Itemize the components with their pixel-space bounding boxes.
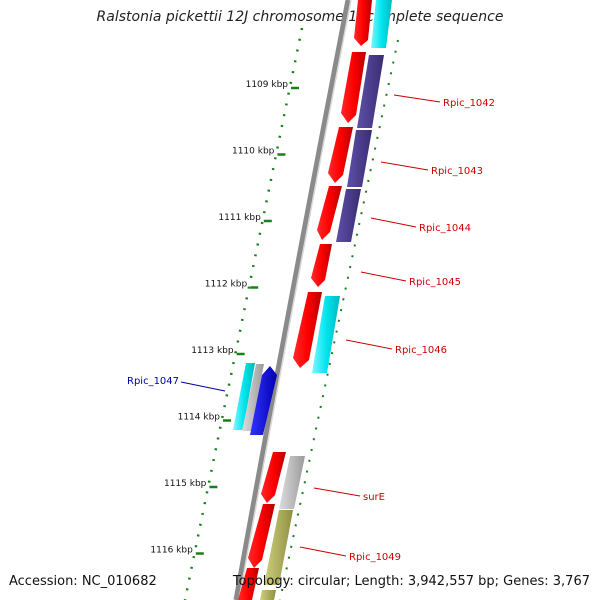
map-title: Ralstonia pickettii 12J chromosome 1, co… bbox=[96, 9, 504, 25]
gene-label[interactable]: surE bbox=[363, 492, 385, 503]
gene-labels: Rpic_1042 Rpic_1043 Rpic_1044 Rpic_1045 … bbox=[127, 98, 495, 563]
gene-label[interactable]: Rpic_1042 bbox=[443, 98, 495, 109]
gene-arrow-grey bbox=[242, 364, 264, 431]
kbp-ruler: 1109 kbp 1110 kbp 1111 kbp 1112 kbp 1113 kbp… bbox=[150, 80, 299, 556]
kbp-tick-label: 1115 kbp bbox=[164, 479, 207, 489]
gene-arrow-olive bbox=[264, 510, 293, 585]
gene-arrow-purple bbox=[336, 189, 361, 242]
gene-features bbox=[233, 0, 392, 600]
gene-label[interactable]: Rpic_1045 bbox=[409, 277, 461, 288]
cds-arrow bbox=[248, 504, 275, 568]
gene-arrow-cyan bbox=[233, 363, 255, 430]
gene-label[interactable]: Rpic_1043 bbox=[431, 166, 483, 177]
cds-arrow bbox=[311, 244, 332, 287]
gene-label[interactable]: Rpic_1049 bbox=[349, 552, 401, 563]
topology-text: Topology: circular; Length: 3,942,557 bp… bbox=[232, 574, 590, 589]
gene-label-leaders bbox=[180, 94, 441, 557]
kbp-tick-label: 1113 kbp bbox=[191, 346, 234, 356]
gene-arrow-purple bbox=[357, 55, 384, 128]
cds-arrow bbox=[354, 0, 372, 46]
gene-arrow-grey bbox=[279, 456, 305, 509]
gene-label[interactable]: Rpic_1047 bbox=[127, 376, 179, 387]
kbp-tick-label: 1112 kbp bbox=[205, 280, 248, 290]
backbone-line bbox=[233, 0, 351, 600]
kbp-tick-label: 1116 kbp bbox=[150, 546, 193, 556]
gene-arrow-olive bbox=[260, 590, 276, 600]
gene-label[interactable]: Rpic_1046 bbox=[395, 345, 447, 356]
cds-arrow bbox=[341, 52, 366, 123]
track-dotted-line bbox=[279, 39, 399, 600]
kbp-tick-label: 1111 kbp bbox=[218, 213, 261, 223]
cds-arrow bbox=[238, 568, 259, 600]
cds-arrow bbox=[261, 452, 286, 503]
gene-arrow-blue bbox=[250, 366, 277, 435]
cds-arrow bbox=[328, 127, 353, 183]
backbone-highlight bbox=[238, 0, 352, 600]
gene-label[interactable]: Rpic_1044 bbox=[419, 223, 471, 234]
kbp-tick-label: 1109 kbp bbox=[246, 80, 289, 90]
kbp-tick-label: 1114 kbp bbox=[178, 413, 221, 423]
kbp-tick-label: 1110 kbp bbox=[232, 147, 275, 157]
gene-arrow-purple bbox=[347, 130, 372, 187]
cds-arrow bbox=[317, 186, 342, 240]
cds-arrow bbox=[293, 292, 322, 368]
gene-arrow-cyan bbox=[312, 296, 340, 373]
accession-text: Accession: NC_010682 bbox=[9, 574, 157, 589]
gene-arrow-cyan bbox=[371, 0, 392, 48]
